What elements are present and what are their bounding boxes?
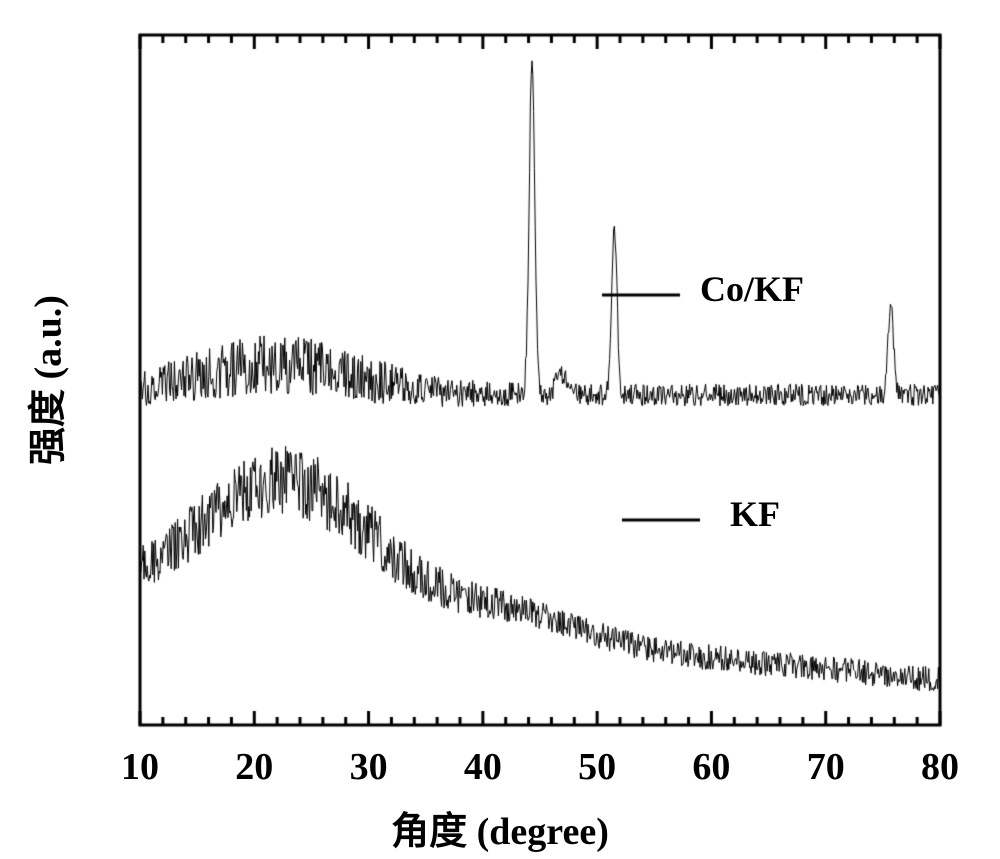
xrd-plot-canvas <box>0 0 1000 859</box>
x-tick-label: 10 <box>121 745 159 789</box>
x-axis-label: 角度 (degree) <box>0 800 1000 855</box>
y-axis-label: 强度 (a.u.) <box>17 295 72 465</box>
x-tick-label: 20 <box>235 745 273 789</box>
series-label-kf: KF <box>730 493 780 535</box>
x-tick-label: 50 <box>578 745 616 789</box>
x-tick-label: 80 <box>921 745 959 789</box>
series-label-co-kf: Co/KF <box>700 268 804 310</box>
x-tick-label: 40 <box>464 745 502 789</box>
x-tick-label: 70 <box>807 745 845 789</box>
x-tick-label: 30 <box>350 745 388 789</box>
x-tick-label: 60 <box>692 745 730 789</box>
xrd-chart-viewport: { "canvas": { "width": 1000, "height": 8… <box>0 0 1000 859</box>
